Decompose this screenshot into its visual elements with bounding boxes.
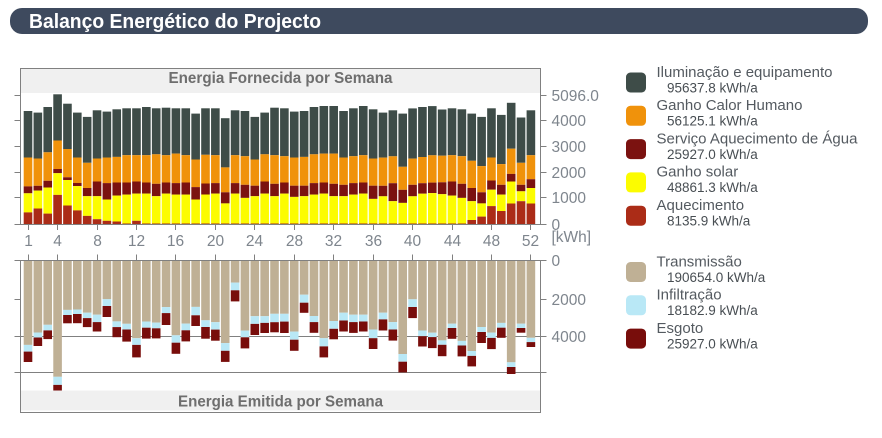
- svg-text:2000: 2000: [552, 292, 587, 309]
- svg-text:95637.8 kWh/a: 95637.8 kWh/a: [667, 80, 758, 95]
- svg-text:Iluminação e equipamento: Iluminação e equipamento: [657, 64, 833, 81]
- svg-text:1000: 1000: [552, 190, 587, 207]
- svg-text:Transmissão: Transmissão: [657, 253, 742, 270]
- svg-text:Ganho solar: Ganho solar: [657, 164, 739, 181]
- svg-text:Balanço Energético do Projecto: Balanço Energético do Projecto: [29, 11, 321, 33]
- svg-text:Energia Emitida por Semana: Energia Emitida por Semana: [178, 394, 383, 411]
- svg-text:40: 40: [404, 233, 422, 250]
- svg-text:5096.0: 5096.0: [552, 88, 600, 105]
- svg-text:25927.0 kWh/a: 25927.0 kWh/a: [667, 336, 758, 351]
- svg-text:Energia Fornecida por Semana: Energia Fornecida por Semana: [169, 70, 393, 87]
- svg-text:2000: 2000: [552, 165, 587, 182]
- svg-text:8: 8: [93, 233, 102, 250]
- svg-text:0: 0: [552, 253, 561, 270]
- svg-text:52: 52: [522, 233, 539, 250]
- svg-text:18182.9 kWh/a: 18182.9 kWh/a: [667, 303, 758, 318]
- svg-text:20: 20: [207, 233, 225, 250]
- svg-text:28: 28: [286, 233, 303, 250]
- svg-text:25927.0 kWh/a: 25927.0 kWh/a: [667, 147, 758, 162]
- svg-text:3000: 3000: [552, 139, 587, 156]
- svg-text:Esgoto: Esgoto: [657, 320, 704, 337]
- svg-text:190654.0 kWh/a: 190654.0 kWh/a: [667, 270, 766, 285]
- svg-text:16: 16: [167, 233, 184, 250]
- svg-text:[kWh]: [kWh]: [552, 229, 592, 246]
- svg-text:0: 0: [552, 217, 561, 234]
- svg-text:Serviço Aquecimento de Água: Serviço Aquecimento de Água: [657, 130, 859, 147]
- svg-text:8135.9 kWh/a: 8135.9 kWh/a: [667, 214, 751, 229]
- svg-text:4000: 4000: [552, 329, 587, 346]
- svg-text:1: 1: [24, 233, 33, 250]
- svg-text:4000: 4000: [552, 113, 587, 130]
- svg-text:Infiltração: Infiltração: [657, 287, 722, 304]
- svg-text:36: 36: [365, 233, 382, 250]
- svg-text:32: 32: [325, 233, 342, 250]
- svg-text:Aquecimento: Aquecimento: [657, 197, 745, 214]
- svg-text:4: 4: [53, 233, 62, 250]
- svg-text:56125.1 kWh/a: 56125.1 kWh/a: [667, 114, 758, 129]
- svg-text:48: 48: [483, 233, 500, 250]
- svg-text:12: 12: [128, 233, 145, 250]
- svg-text:24: 24: [246, 233, 264, 250]
- svg-text:44: 44: [444, 233, 462, 250]
- svg-text:48861.3 kWh/a: 48861.3 kWh/a: [667, 180, 758, 195]
- svg-text:Ganho Calor Humano: Ganho Calor Humano: [657, 97, 803, 114]
